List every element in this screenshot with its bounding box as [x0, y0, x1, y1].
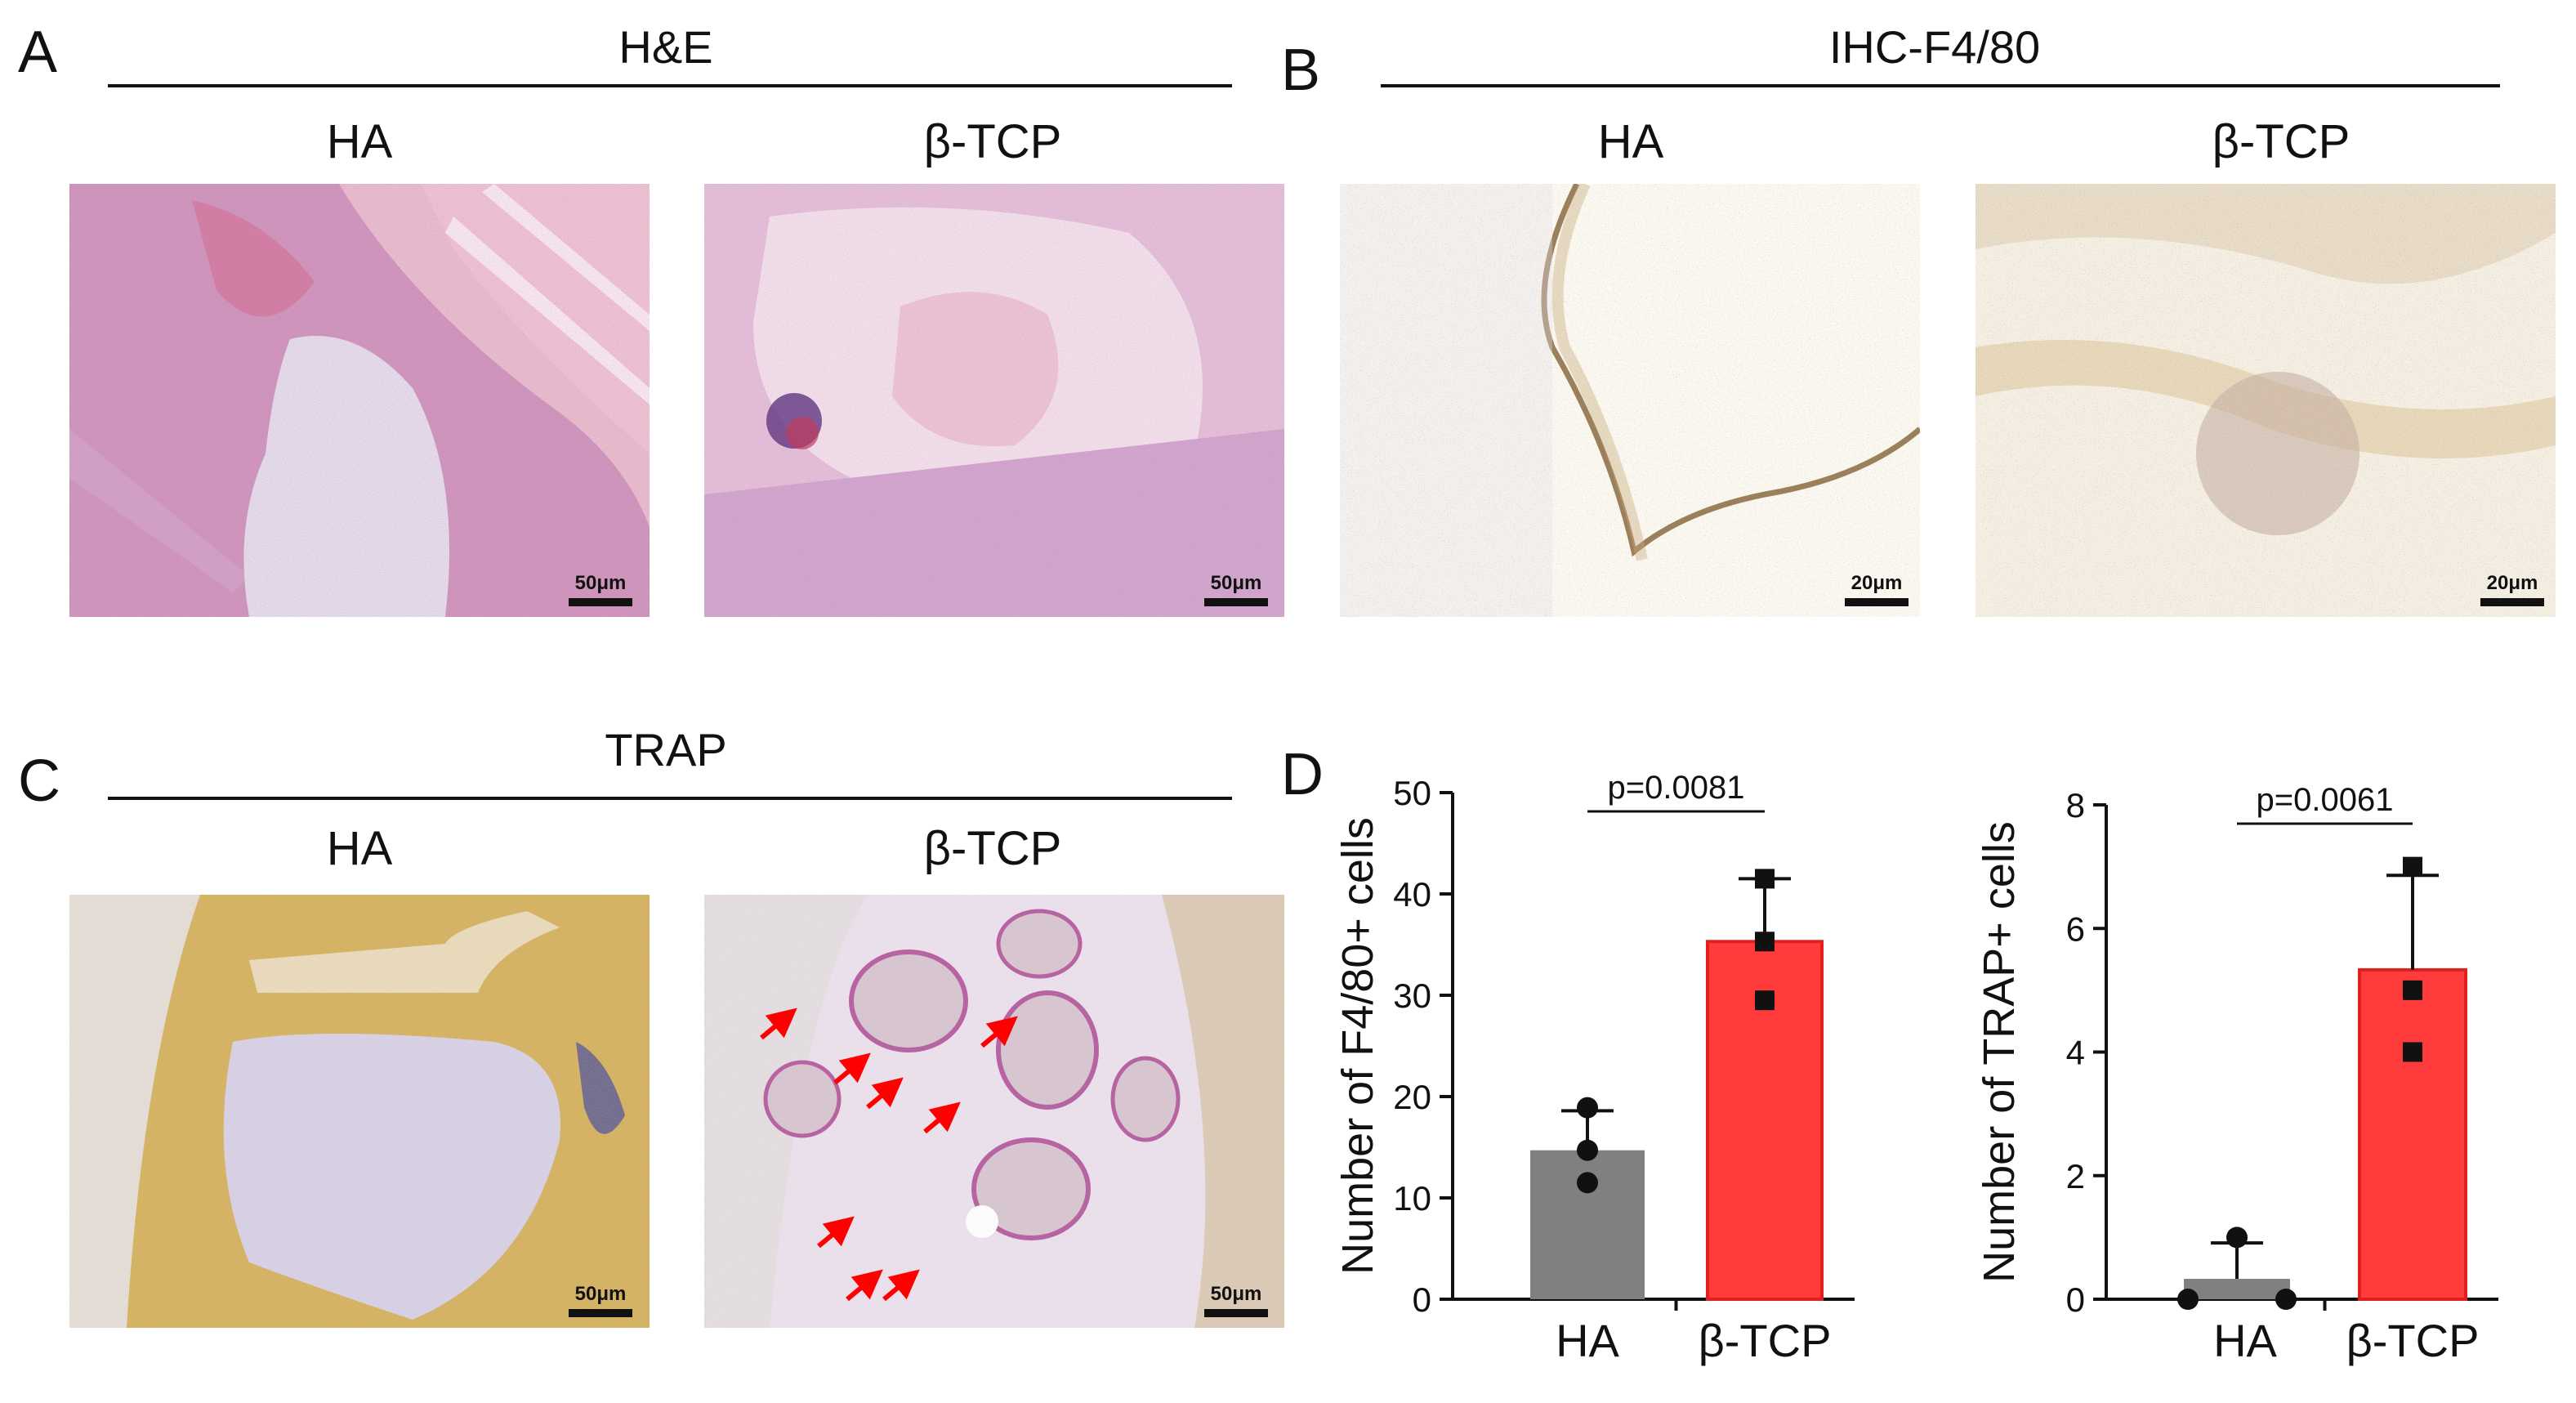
panel-d-letter: D — [1281, 742, 1324, 807]
panel-b-letter: B — [1281, 38, 1321, 103]
panel-b-label-tcp: β-TCP — [2212, 115, 2351, 168]
f480-y-axis-label: Number of F4/80+ cells — [1333, 817, 1382, 1275]
panel-c-title: TRAP — [605, 724, 727, 775]
trap-chart-svg: 0 2 4 6 8 Number of TRAP+ cells HA β-TCP p=0.006… — [1975, 782, 2498, 1366]
trap-category-label: β-TCP — [2346, 1315, 2480, 1366]
he-tcp-scale-bar: 50μm — [1199, 572, 1273, 606]
f480-category-label: HA — [1556, 1315, 1619, 1366]
trap-data-point-tcp — [2403, 856, 2422, 877]
ihc-tcp-scale-line — [2480, 598, 2544, 606]
trap-bar-ha — [2184, 1279, 2290, 1299]
trap-data-point-tcp — [2403, 980, 2422, 1000]
panel-b-rule — [1381, 84, 2500, 87]
trap-ha-micrograph — [69, 895, 650, 1328]
panel-a-label-tcp: β-TCP — [923, 115, 1062, 168]
panel-c-letter: C — [18, 748, 60, 814]
ihc-ha-scale-label: 20μm — [1851, 572, 1903, 594]
panel-a-label-ha: HA — [326, 115, 393, 168]
f480-data-point-tcp — [1755, 869, 1775, 889]
f480-data-point-ha — [1577, 1139, 1598, 1161]
trap-tcp-micrograph — [704, 895, 1284, 1328]
f480-y-tick-label: 20 — [1393, 1078, 1431, 1116]
f480-data-point-tcp — [1755, 990, 1775, 1011]
trap-category-label: HA — [2213, 1315, 2277, 1366]
f480-y-tick-label: 0 — [1413, 1280, 1431, 1319]
trap-y-tick-label: 2 — [2066, 1157, 2085, 1195]
trap-y-tick-label: 4 — [2066, 1034, 2085, 1072]
trap-chart: 0 2 4 6 8 Number of TRAP+ cells HA β-TCP p=0.006… — [1969, 735, 2565, 1389]
trap-data-point-ha — [2177, 1289, 2199, 1310]
trap-data-point-ha — [2226, 1227, 2248, 1249]
trap-ha-scale-bar: 50μm — [564, 1283, 637, 1317]
f480-chart-svg: 0 10 20 30 40 50 Number of F4/80+ cells HA β-TCP… — [1333, 770, 1855, 1366]
trap-data-point-ha — [2275, 1289, 2297, 1310]
he-ha-micrograph — [69, 184, 650, 617]
panel-c-rule — [108, 797, 1232, 800]
he-ha-scale-label: 50μm — [574, 572, 627, 594]
panel-a-rule — [108, 84, 1232, 87]
ihc-ha-scale-bar: 20μm — [1840, 572, 1913, 606]
he-tcp-scale-line — [1204, 598, 1268, 606]
ihc-ha-scale-line — [1845, 598, 1909, 606]
panel-c-label-ha: HA — [326, 822, 393, 875]
f480-data-point-ha — [1577, 1097, 1598, 1119]
he-ha-scale-line — [569, 598, 632, 606]
panel-a-letter: A — [18, 20, 58, 85]
f480-p-value: p=0.0081 — [1608, 770, 1745, 806]
f480-chart: 0 10 20 30 40 50 Number of F4/80+ cells HA β-TCP… — [1324, 735, 1944, 1389]
trap-ha-scale-line — [569, 1309, 632, 1317]
he-ha-scale-bar: 50μm — [564, 572, 637, 606]
f480-y-tick-label: 50 — [1393, 774, 1431, 812]
trap-y-tick-label: 0 — [2066, 1280, 2085, 1319]
panel-b-label-ha: HA — [1597, 115, 1664, 168]
ihc-tcp-scale-bar: 20μm — [2476, 572, 2549, 606]
f480-y-tick-label: 40 — [1393, 875, 1431, 914]
trap-data-point-tcp — [2403, 1042, 2422, 1062]
trap-y-tick-label: 8 — [2066, 786, 2085, 824]
f480-y-tick-label: 10 — [1393, 1179, 1431, 1218]
ihc-tcp-micrograph — [1976, 184, 2556, 617]
trap-bar-tcp — [2358, 967, 2467, 1301]
f480-category-label: β-TCP — [1699, 1315, 1832, 1366]
trap-tcp-scale-label: 50μm — [1210, 1283, 1262, 1305]
he-tcp-micrograph — [704, 184, 1284, 617]
ihc-tcp-scale-label: 20μm — [2486, 572, 2538, 594]
trap-y-tick-label: 6 — [2066, 909, 2085, 948]
f480-data-point-tcp — [1755, 932, 1775, 952]
trap-ha-scale-label: 50μm — [574, 1283, 627, 1305]
ihc-ha-micrograph — [1340, 184, 1920, 617]
trap-tcp-scale-line — [1204, 1309, 1268, 1317]
panel-c-label-tcp: β-TCP — [923, 822, 1062, 875]
panel-a-title: H&E — [618, 21, 713, 73]
f480-data-point-ha — [1577, 1172, 1598, 1194]
panel-b-title: IHC-F4/80 — [1828, 21, 2041, 73]
trap-tcp-scale-bar: 50μm — [1199, 1283, 1273, 1317]
f480-y-tick-label: 30 — [1393, 976, 1431, 1015]
he-tcp-scale-label: 50μm — [1210, 572, 1262, 594]
trap-y-axis-label: Number of TRAP+ cells — [1975, 821, 2024, 1283]
trap-p-value: p=0.0061 — [2257, 782, 2394, 818]
